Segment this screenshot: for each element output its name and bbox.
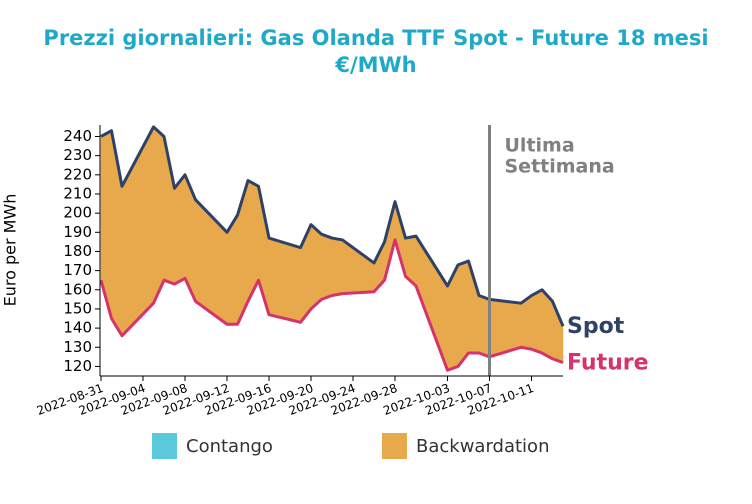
series-label: Future xyxy=(567,351,649,376)
series-label: Spot xyxy=(567,314,625,339)
y-tick-label: 230 xyxy=(63,146,92,164)
y-tick-label: 170 xyxy=(63,261,92,279)
annotation-text: Settimana xyxy=(505,156,615,178)
spread-area xyxy=(342,239,375,294)
y-tick-label: 160 xyxy=(63,280,92,298)
spread-area xyxy=(331,237,343,296)
y-tick-label: 210 xyxy=(63,184,92,202)
spread-area xyxy=(174,174,186,285)
legend-label: Backwardation xyxy=(416,436,549,457)
y-tick-label: 190 xyxy=(63,223,92,241)
series-line xyxy=(99,238,564,372)
y-tick-label: 150 xyxy=(63,299,92,317)
spread-area xyxy=(415,235,448,371)
spread-area xyxy=(321,233,333,300)
y-tick-label: 220 xyxy=(63,165,92,183)
spread-area xyxy=(310,224,322,310)
spread-area xyxy=(153,126,165,304)
spread-area xyxy=(457,260,469,368)
y-tick-label: 130 xyxy=(63,338,92,356)
spread-area xyxy=(478,295,490,358)
y-tick-label: 180 xyxy=(63,242,92,260)
legend-label: Contango xyxy=(186,436,273,457)
chart-title: €/MWh xyxy=(334,53,416,77)
y-tick-label: 200 xyxy=(63,204,92,222)
legend-swatch xyxy=(382,433,407,459)
series-line xyxy=(100,125,565,327)
legend-swatch xyxy=(152,433,177,459)
y-tick-label: 240 xyxy=(63,127,92,145)
annotation-text: Ultima xyxy=(505,135,575,157)
spread-area xyxy=(394,201,406,277)
chart-title: Prezzi giornalieri: Gas Olanda TTF Spot … xyxy=(43,26,708,50)
y-tick-label: 140 xyxy=(63,319,92,337)
y-tick-label: 120 xyxy=(63,357,92,375)
y-axis-label: Euro per MWh xyxy=(1,194,20,307)
spread-area xyxy=(268,237,301,323)
spread-area xyxy=(531,289,543,354)
